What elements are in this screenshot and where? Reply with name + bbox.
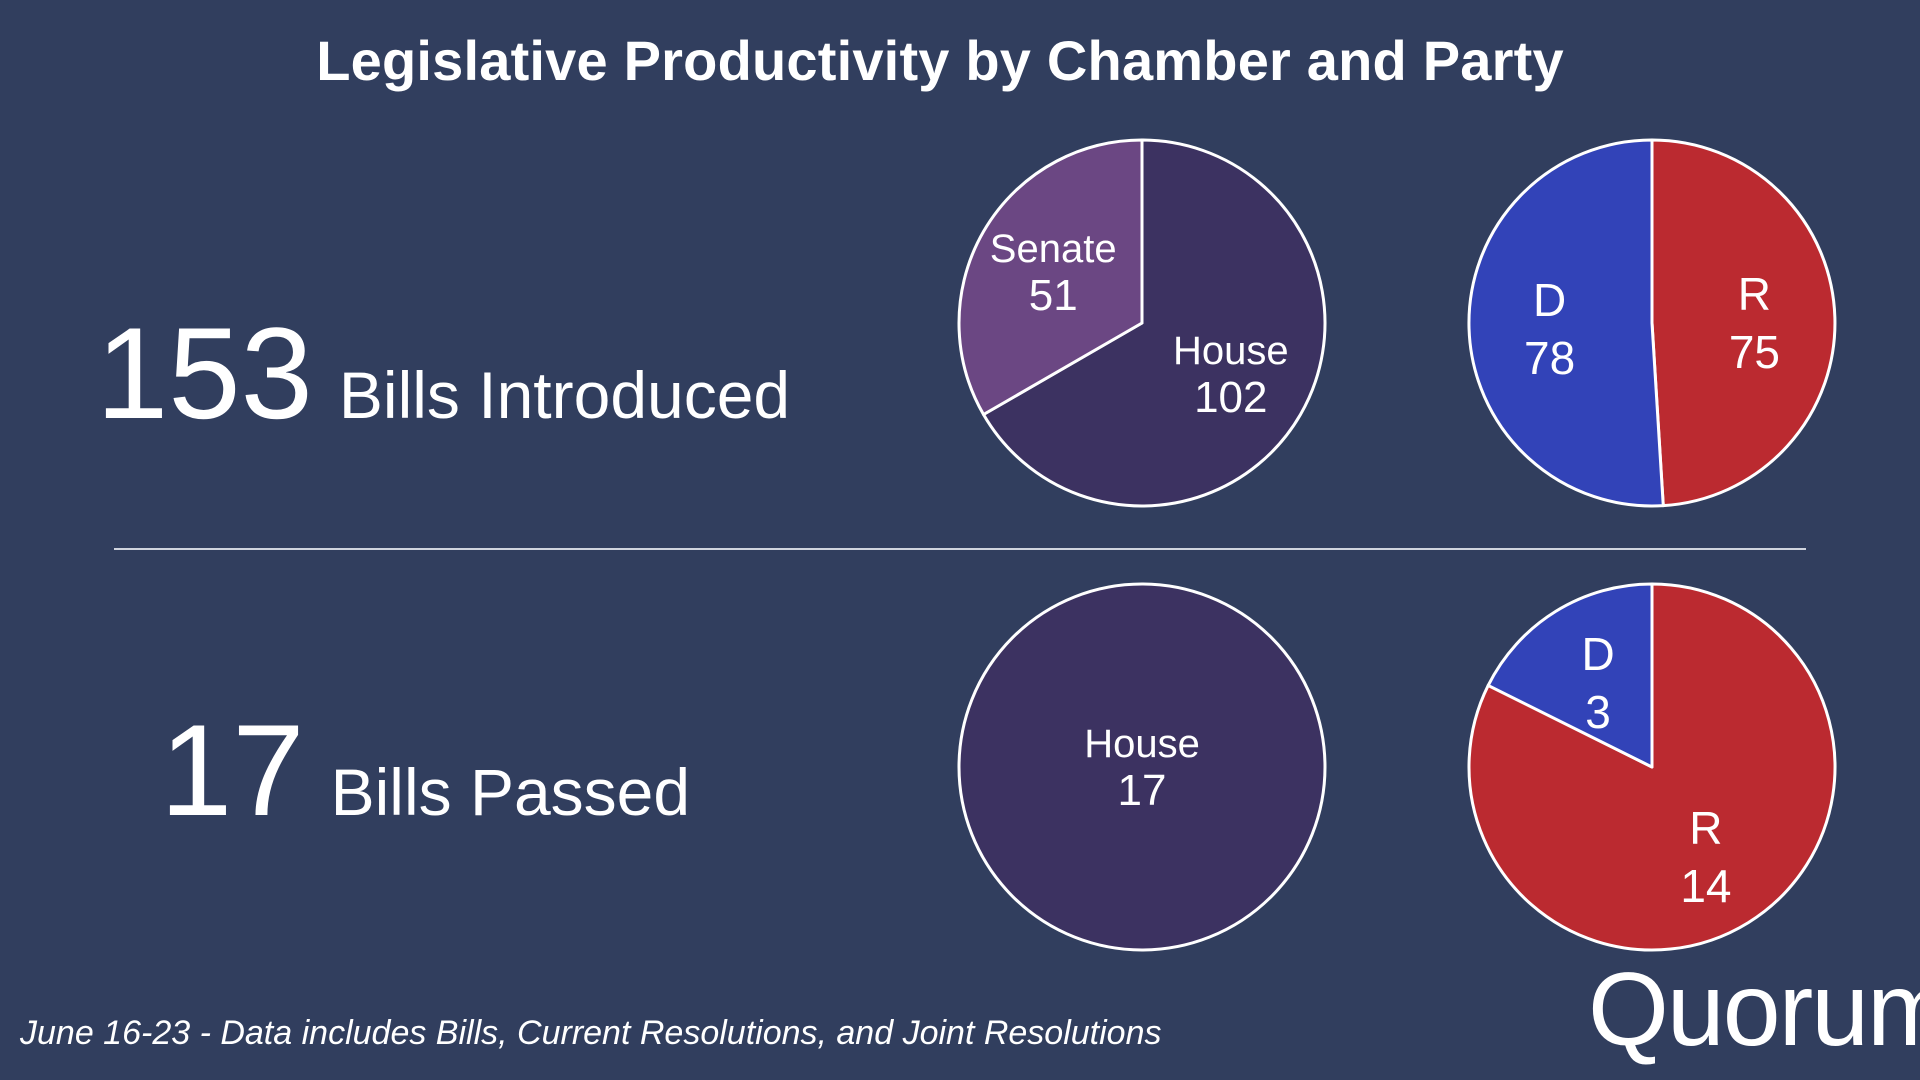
chart-title: Legislative Productivity by Chamber and … <box>316 29 1564 92</box>
pie-party-passed: R 14 D 3 <box>1462 577 1842 957</box>
slice-label-r: R <box>1689 802 1722 854</box>
quorum-logo: Quorum <box>1588 952 1920 1068</box>
bills-passed-count: 17 <box>160 697 305 843</box>
slice-label-senate: Senate <box>990 227 1117 271</box>
slice-value-r: 75 <box>1729 326 1780 378</box>
bills-introduced-stat: 153 Bills Introduced <box>96 298 790 448</box>
slice-label-house: House <box>1084 722 1200 766</box>
slice-value-r: 14 <box>1680 860 1731 912</box>
slice-label-d: D <box>1533 274 1566 326</box>
bills-passed-stat: 17 Bills Passed <box>160 695 690 845</box>
slice-value-house: 102 <box>1194 373 1267 422</box>
slice-value-senate: 51 <box>1029 271 1078 320</box>
slice-value-d: 78 <box>1524 332 1575 384</box>
footnote: June 16-23 - Data includes Bills, Curren… <box>20 1014 1162 1052</box>
pie-slice-d <box>1486 582 1654 769</box>
pie-party-introduced: R 75 D 78 <box>1462 133 1842 513</box>
pie-svg: R 14 D 3 <box>1467 582 1837 952</box>
section-divider <box>114 548 1806 550</box>
slice-label-r: R <box>1738 268 1771 320</box>
pie-svg: R 75 D 78 <box>1467 138 1837 508</box>
bills-passed-label: Bills Passed <box>330 755 691 829</box>
pie-slice-senate <box>957 138 1144 416</box>
slice-value-d: 3 <box>1585 686 1611 738</box>
pie-chamber-introduced: House 102 Senate 51 <box>952 133 1332 513</box>
slice-label-d: D <box>1581 628 1614 680</box>
bills-introduced-label: Bills Introduced <box>338 358 791 432</box>
pie-chamber-passed: House 17 <box>952 577 1332 957</box>
pie-slice-house <box>957 582 1327 952</box>
slice-value-house: 17 <box>1118 766 1167 815</box>
slice-label-house: House <box>1173 329 1289 373</box>
pie-slice-d <box>1467 138 1665 508</box>
pie-slice-house <box>982 138 1327 508</box>
bills-introduced-count: 153 <box>96 300 313 446</box>
pie-slice-r <box>1650 138 1837 508</box>
